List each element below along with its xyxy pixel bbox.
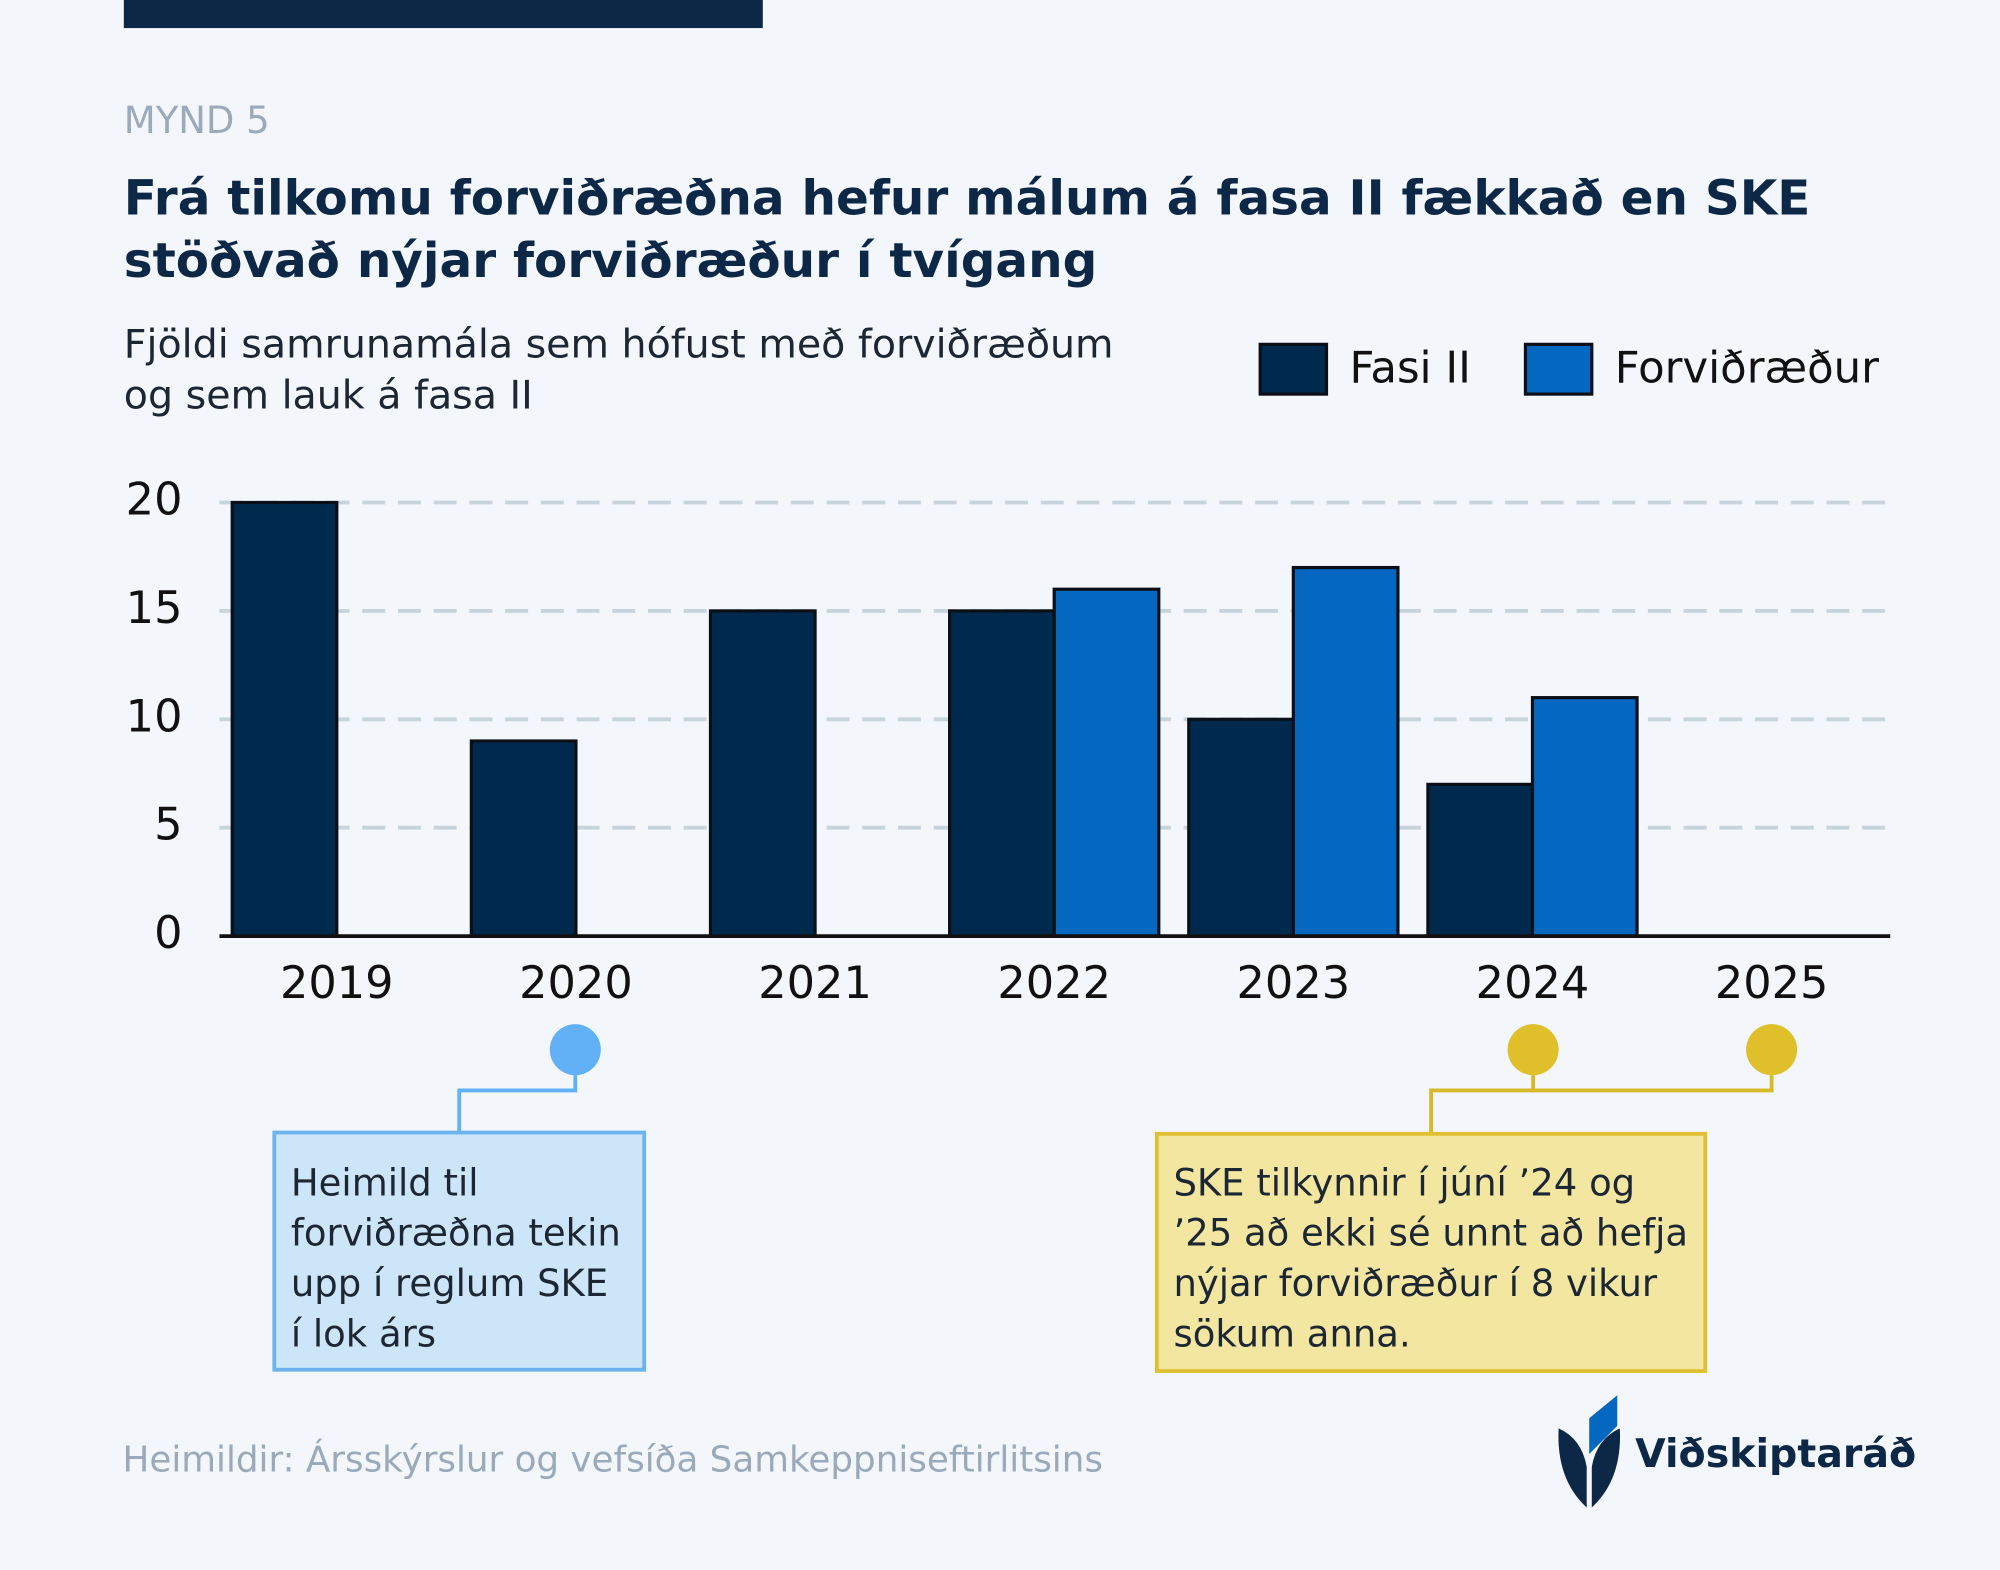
- bar: [948, 609, 1056, 938]
- annotation-text: SKE tilkynnir í júní ’24 og: [1173, 1161, 1635, 1204]
- bar: [708, 609, 817, 938]
- bar: [1187, 717, 1295, 938]
- y-tick-label: 5: [154, 799, 182, 851]
- source: Heimildir: Ársskýrslur og vefsíða Samkep…: [123, 1439, 1103, 1481]
- figure-label: MYND 5: [124, 99, 270, 142]
- y-tick-label: 20: [126, 474, 183, 526]
- x-tick-label: 2020: [519, 957, 633, 1009]
- annotation-text: ’25 að ekki sé unnt að hefja: [1173, 1212, 1688, 1255]
- marker-dot: [1746, 1024, 1798, 1076]
- logo-text: Viðskiptaráð: [1635, 1431, 1916, 1477]
- annotation-box: [1154, 1131, 1708, 1373]
- chart-title: stöðvað nýjar forviðræður í tvígang: [124, 233, 1098, 289]
- annotation-text: Heimild til: [291, 1161, 479, 1204]
- annotation-text: sökum anna.: [1173, 1312, 1410, 1355]
- legend-swatch: [1258, 342, 1329, 396]
- x-tick-label: 2023: [1237, 957, 1351, 1009]
- annotation-text: forviðræðna tekin: [291, 1212, 621, 1255]
- subtitle: og sem lauk á fasa II: [124, 372, 533, 418]
- bar: [1426, 782, 1535, 938]
- x-tick-label: 2024: [1476, 957, 1590, 1009]
- marker-dot: [1507, 1024, 1559, 1076]
- marker-dot: [549, 1024, 601, 1076]
- legend-swatch: [1523, 342, 1594, 396]
- chart-title: Frá tilkomu forviðræðna hefur málum á fa…: [124, 171, 1811, 227]
- bar: [1052, 587, 1161, 938]
- x-tick-label: 2021: [758, 957, 872, 1009]
- connector: [1429, 1088, 1534, 1134]
- annotation-text: nýjar forviðræður í 8 vikur: [1173, 1262, 1657, 1305]
- legend-label: Forviðræður: [1615, 344, 1879, 394]
- annotation-text: upp í reglum SKE: [291, 1262, 608, 1305]
- x-tick-label: 2019: [280, 957, 394, 1009]
- y-tick-label: 10: [126, 690, 183, 742]
- x-tick-label: 2025: [1715, 957, 1829, 1009]
- connector: [1531, 1075, 1774, 1093]
- top-bar: [123, 0, 763, 29]
- annotation-box: [272, 1130, 647, 1372]
- connector: [457, 1075, 578, 1133]
- legend-label: Fasi II: [1349, 344, 1471, 394]
- subtitle: Fjöldi samrunamála sem hófust með forvið…: [124, 321, 1114, 367]
- x-tick-label: 2022: [997, 957, 1111, 1009]
- y-tick-label: 0: [154, 907, 182, 959]
- logo-icon: [1558, 1395, 1621, 1508]
- bar: [1530, 696, 1639, 938]
- bar: [230, 500, 339, 938]
- bar: [469, 739, 578, 938]
- annotation-text: í lok árs: [291, 1312, 436, 1355]
- bar: [1291, 565, 1400, 938]
- y-tick-label: 15: [126, 582, 183, 634]
